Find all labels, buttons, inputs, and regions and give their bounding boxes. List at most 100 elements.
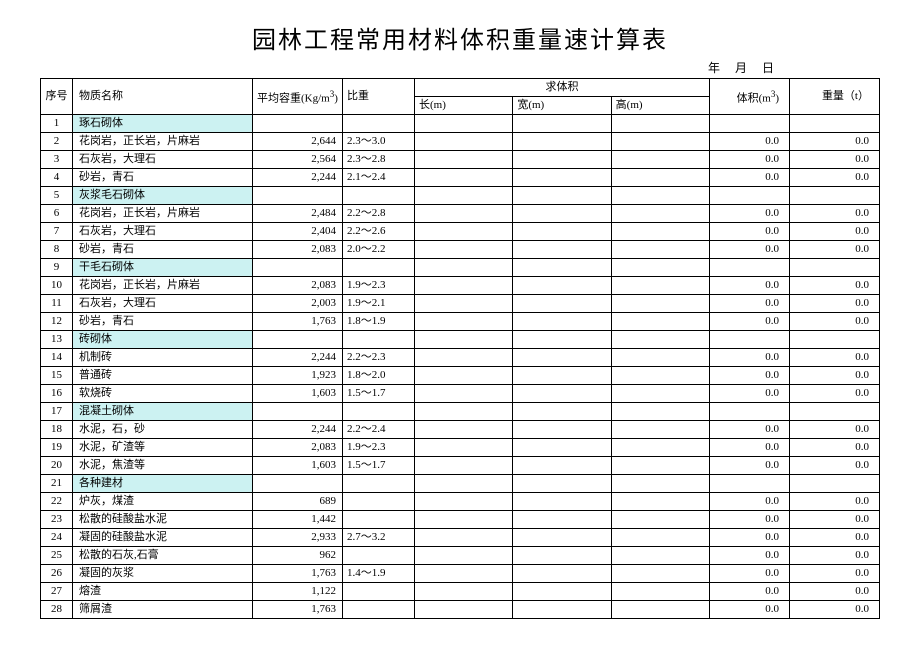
cell-volume bbox=[710, 475, 790, 493]
cell-height bbox=[611, 133, 709, 151]
cell-width bbox=[513, 241, 611, 259]
cell-width bbox=[513, 403, 611, 421]
table-row: 14机制砖2,2442.2～2.30.00.0 bbox=[41, 349, 880, 367]
table-row: 21各种建材 bbox=[41, 475, 880, 493]
cell-seq: 13 bbox=[41, 331, 73, 349]
cell-density bbox=[253, 331, 343, 349]
cell-density: 1,603 bbox=[253, 385, 343, 403]
cell-length bbox=[415, 169, 513, 187]
cell-height bbox=[611, 403, 709, 421]
cell-weight: 0.0 bbox=[790, 223, 880, 241]
cell-length bbox=[415, 529, 513, 547]
cell-height bbox=[611, 493, 709, 511]
table-row: 17混凝土砌体 bbox=[41, 403, 880, 421]
cell-weight: 0.0 bbox=[790, 295, 880, 313]
cell-ratio bbox=[343, 115, 415, 133]
table-row: 15普通砖1,9231.8～2.00.00.0 bbox=[41, 367, 880, 385]
cell-seq: 6 bbox=[41, 205, 73, 223]
cell-density bbox=[253, 475, 343, 493]
cell-length bbox=[415, 367, 513, 385]
cell-weight: 0.0 bbox=[790, 385, 880, 403]
cell-width bbox=[513, 367, 611, 385]
cell-name: 花岗岩，正长岩，片麻岩 bbox=[73, 133, 253, 151]
cell-seq: 2 bbox=[41, 133, 73, 151]
cell-seq: 23 bbox=[41, 511, 73, 529]
cell-ratio: 1.9～2.3 bbox=[343, 439, 415, 457]
cell-ratio: 1.9～2.3 bbox=[343, 277, 415, 295]
cell-weight: 0.0 bbox=[790, 277, 880, 295]
cell-length bbox=[415, 457, 513, 475]
header-dims-group: 求体积 bbox=[415, 79, 710, 97]
cell-width bbox=[513, 493, 611, 511]
cell-height bbox=[611, 565, 709, 583]
cell-length bbox=[415, 493, 513, 511]
cell-ratio: 2.7～3.2 bbox=[343, 529, 415, 547]
cell-ratio: 1.8～2.0 bbox=[343, 367, 415, 385]
cell-volume bbox=[710, 403, 790, 421]
cell-name: 花岗岩，正长岩，片麻岩 bbox=[73, 205, 253, 223]
cell-weight bbox=[790, 331, 880, 349]
cell-ratio: 2.2～2.8 bbox=[343, 205, 415, 223]
cell-seq: 15 bbox=[41, 367, 73, 385]
cell-height bbox=[611, 241, 709, 259]
table-row: 3石灰岩，大理石2,5642.3～2.80.00.0 bbox=[41, 151, 880, 169]
cell-name: 软烧砖 bbox=[73, 385, 253, 403]
cell-seq: 14 bbox=[41, 349, 73, 367]
cell-name: 石灰岩，大理石 bbox=[73, 151, 253, 169]
table-row: 4砂岩，青石2,2442.1～2.40.00.0 bbox=[41, 169, 880, 187]
cell-name: 水泥，焦渣等 bbox=[73, 457, 253, 475]
cell-width bbox=[513, 601, 611, 619]
cell-volume bbox=[710, 115, 790, 133]
header-width: 宽(m) bbox=[513, 97, 611, 115]
header-seq: 序号 bbox=[41, 79, 73, 115]
table-row: 23松散的硅酸盐水泥1,4420.00.0 bbox=[41, 511, 880, 529]
cell-ratio bbox=[343, 331, 415, 349]
cell-weight: 0.0 bbox=[790, 439, 880, 457]
cell-seq: 17 bbox=[41, 403, 73, 421]
cell-width bbox=[513, 187, 611, 205]
cell-density: 1,763 bbox=[253, 313, 343, 331]
cell-density: 1,763 bbox=[253, 601, 343, 619]
cell-ratio: 2.2～2.3 bbox=[343, 349, 415, 367]
cell-height bbox=[611, 313, 709, 331]
cell-weight: 0.0 bbox=[790, 151, 880, 169]
cell-volume: 0.0 bbox=[710, 529, 790, 547]
cell-height bbox=[611, 583, 709, 601]
table-body: 1琢石砌体2花岗岩，正长岩，片麻岩2,6442.3～3.00.00.03石灰岩，… bbox=[41, 115, 880, 619]
cell-seq: 11 bbox=[41, 295, 73, 313]
cell-volume: 0.0 bbox=[710, 313, 790, 331]
cell-weight: 0.0 bbox=[790, 493, 880, 511]
cell-ratio bbox=[343, 601, 415, 619]
header-weight: 重量（t） bbox=[790, 79, 880, 115]
cell-seq: 9 bbox=[41, 259, 73, 277]
cell-seq: 27 bbox=[41, 583, 73, 601]
cell-density: 2,564 bbox=[253, 151, 343, 169]
cell-length bbox=[415, 583, 513, 601]
cell-seq: 20 bbox=[41, 457, 73, 475]
cell-density: 1,122 bbox=[253, 583, 343, 601]
materials-table: 序号 物质名称 平均容重(Kg/m3) 比重 求体积 体积(m3) 重量（t） … bbox=[40, 78, 880, 619]
cell-weight: 0.0 bbox=[790, 205, 880, 223]
cell-name: 砂岩，青石 bbox=[73, 313, 253, 331]
cell-length bbox=[415, 475, 513, 493]
cell-length bbox=[415, 313, 513, 331]
table-row: 28筛屑渣1,7630.00.0 bbox=[41, 601, 880, 619]
cell-density: 2,083 bbox=[253, 439, 343, 457]
table-row: 9干毛石砌体 bbox=[41, 259, 880, 277]
cell-volume: 0.0 bbox=[710, 439, 790, 457]
cell-length bbox=[415, 151, 513, 169]
cell-height bbox=[611, 151, 709, 169]
cell-length bbox=[415, 565, 513, 583]
table-row: 24凝固的硅酸盐水泥2,9332.7～3.20.00.0 bbox=[41, 529, 880, 547]
cell-width bbox=[513, 151, 611, 169]
cell-length bbox=[415, 241, 513, 259]
cell-volume: 0.0 bbox=[710, 349, 790, 367]
cell-width bbox=[513, 457, 611, 475]
cell-length bbox=[415, 133, 513, 151]
cell-density: 2,933 bbox=[253, 529, 343, 547]
cell-height bbox=[611, 511, 709, 529]
cell-height bbox=[611, 259, 709, 277]
cell-density: 2,404 bbox=[253, 223, 343, 241]
cell-density: 2,003 bbox=[253, 295, 343, 313]
cell-height bbox=[611, 295, 709, 313]
